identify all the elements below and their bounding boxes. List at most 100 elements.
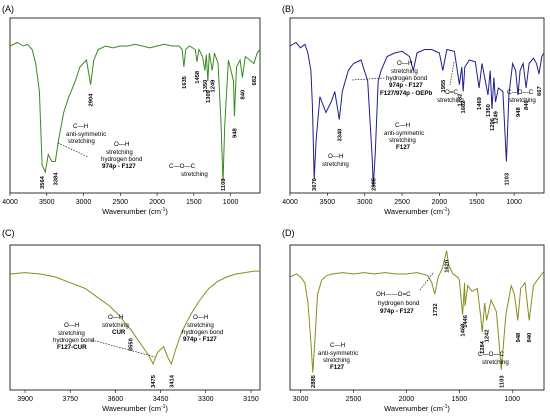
annotation-bond-oh: O—H (328, 153, 343, 160)
panel-b-annotation-coc: C—O—C stretching (507, 89, 536, 104)
panel-a-annotation-ch: C—H anti-symmetric stretching (66, 123, 106, 145)
x-tick-label: 3000 (76, 199, 92, 206)
peak-label: 1955 (441, 79, 447, 93)
panel-c-peak-labels: 3550 3475 3414 (128, 338, 175, 388)
panel-b-label: (B) (282, 4, 294, 14)
annotation-bond-oh: O—H (108, 314, 123, 321)
x-tick-label: 2500 (394, 199, 410, 206)
peak-label: 3340 (337, 129, 343, 142)
peak-label: 840 (524, 100, 530, 110)
annotation-label: anti-symmetric (384, 130, 424, 137)
x-tick-label: 1000 (506, 199, 522, 206)
panel-a-annotation-arrow (57, 142, 89, 158)
annotation-label: 974p - F127 (183, 336, 217, 343)
peak-label: 1635 (182, 75, 188, 89)
panel-c-annotation-f127-cur: O—H stretching hydrogen bond F127-CUR (53, 322, 95, 351)
annotation-bond-coc: C—O—C (507, 89, 534, 96)
peak-label: 948 (516, 107, 522, 117)
peak-label: 682 (252, 76, 258, 86)
panel-d-annotation-ch: C—H anti-symmetric stretching F127 (318, 342, 358, 371)
peak-label: 3550 (128, 338, 134, 351)
peak-label: 1309 (206, 89, 212, 103)
peak-label: 1469 (477, 96, 483, 110)
annotation-label: 974p - F127 (380, 308, 414, 315)
panel-d-annotation-arrow (419, 271, 435, 291)
panel-b-spectrum-line (289, 41, 545, 187)
panel-b-annotation-oh-free: O—H stretching (322, 153, 349, 168)
annotation-label: stretching (106, 149, 133, 156)
annotation-label: anti-symmetric (318, 350, 358, 357)
x-tick-label: 1000 (223, 199, 239, 206)
peak-label: 1732 (433, 303, 439, 316)
peak-label: 1249 (210, 79, 216, 93)
annotation-label: hydrogen bond (182, 329, 224, 336)
panel-c-label: (C) (2, 228, 15, 238)
annotation-bond-ch: C—H (330, 342, 345, 349)
panel-b-x-ticks: 4000 3500 3000 2500 2000 1500 1000 (282, 193, 522, 206)
panel-d-x-axis-label: Wavenumber (cm-1) (384, 404, 450, 413)
peak-label: 1242 (485, 329, 491, 342)
panel-a-frame (9, 17, 261, 194)
annotation-bond-oh: O—H (397, 60, 412, 67)
panel-d-label: (D) (282, 228, 295, 238)
annotation-label: F127 (396, 144, 411, 151)
panel-b-frame (289, 17, 545, 194)
x-tick-label: 2000 (399, 396, 415, 403)
panel-c-annotation-arrow (91, 339, 156, 358)
annotation-label: stretching (509, 97, 536, 104)
panel-a-x-ticks: 4000 3500 3000 2500 2000 1500 1000 (2, 193, 238, 206)
annotation-label: F127 (330, 364, 345, 371)
annotation-label: stretching (322, 161, 349, 168)
peak-label: 1446 (463, 314, 469, 328)
x-tick-label: 4000 (282, 199, 298, 206)
peak-label: 3475 (151, 374, 157, 388)
panel-a: (A) 4000 3500 3000 2500 2000 1500 1000 3564 338… (2, 4, 261, 216)
annotation-bond-oh: O—H (64, 322, 79, 329)
annotation-bond-oc: O=C (445, 89, 458, 96)
panel-c-spectrum-line (9, 270, 260, 366)
x-tick-label: 3500 (320, 199, 336, 206)
annotation-label: hydrogen bond (386, 75, 428, 82)
panel-d-annotation-hbond: OH------O=C hydrogen bond 974p - F127 (376, 291, 420, 315)
panel-d-x-ticks: 3000 2500 2000 1500 1000 (293, 390, 520, 403)
x-tick-label: 2500 (113, 199, 129, 206)
panel-b-annotation-arrow (351, 77, 386, 81)
x-tick-label: 2000 (432, 199, 448, 206)
panel-c-x-axis-label: Wavenumber (cm-1) (102, 404, 168, 413)
x-tick-label: 1500 (186, 199, 202, 206)
panel-b-annotation-oc: O=C stretching (437, 89, 464, 104)
x-tick-label: 3600 (108, 396, 124, 403)
peak-label: 2904 (89, 93, 95, 107)
panel-a-spectrum-line (9, 41, 261, 183)
panel-c-x-ticks: 3900 3750 3600 3450 3300 3150 (17, 390, 259, 403)
x-tick-label: 2500 (346, 396, 362, 403)
peak-label: 1620 (445, 260, 451, 273)
annotation-label: hydrogen bond (378, 300, 420, 307)
panel-c-annotation-974p: O—H stretching hydrogen bond 974p - F127 (182, 314, 224, 343)
x-tick-label: 3300 (198, 396, 214, 403)
panel-d: (D) 3000 2500 2000 1500 1000 2885 1732 1620 146… (282, 228, 545, 413)
peak-label: 2885 (311, 374, 317, 388)
peak-label: 1682 (461, 101, 467, 114)
annotation-label: stretching (102, 322, 129, 329)
annotation-label: stretching (181, 171, 208, 178)
annotation-label: stretching (391, 68, 418, 75)
peak-label: 3384 (53, 172, 59, 186)
peak-label: 1458 (195, 70, 201, 84)
annotation-label: F127-CUR (57, 344, 87, 351)
peak-label: 840 (240, 90, 246, 100)
peak-label: 3414 (169, 374, 175, 388)
peak-label: 2885 (371, 177, 377, 191)
peak-label: 948 (232, 128, 238, 138)
panel-b-annotation-ch: C—H anti-symmetric stretching F127 (384, 122, 424, 151)
peak-label: 948 (516, 332, 522, 342)
annotation-label: stretching (68, 138, 95, 145)
x-tick-label: 1500 (452, 396, 468, 403)
x-tick-label: 3500 (39, 199, 55, 206)
panel-d-spectrum-line (289, 250, 545, 373)
annotation-label: stretching (389, 137, 416, 144)
peak-label: 840 (527, 333, 533, 343)
